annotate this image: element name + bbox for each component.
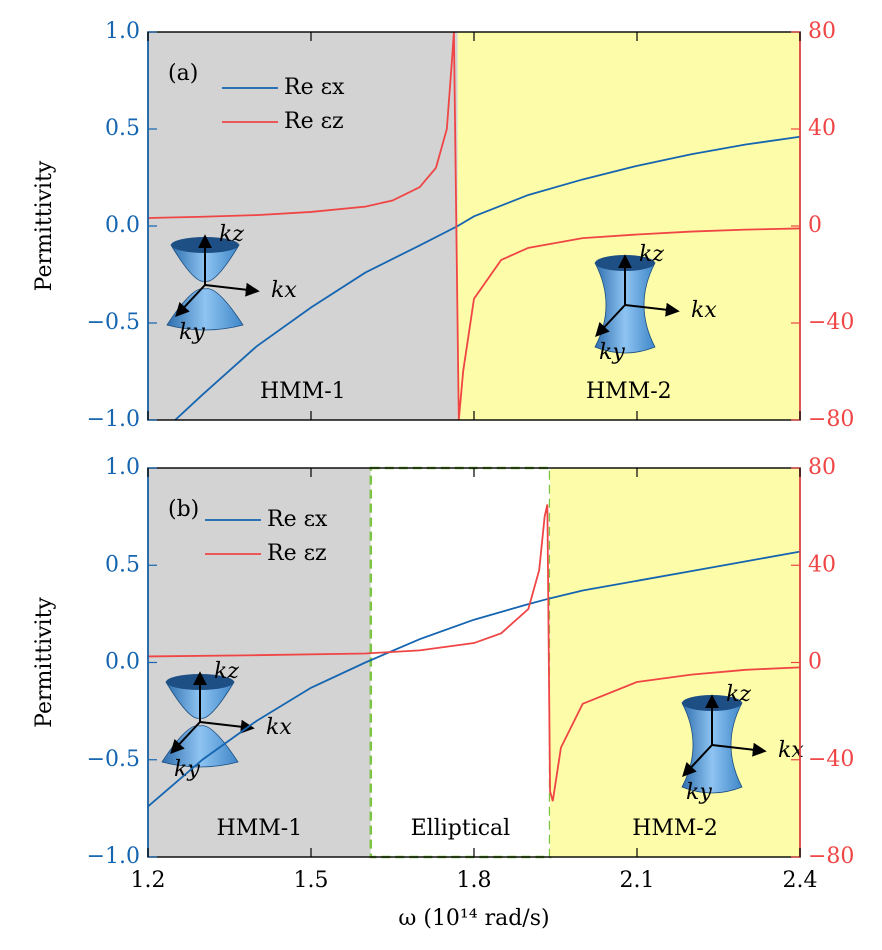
x-axis-label: ω (10¹⁴ rad/s)	[398, 906, 549, 931]
y2-tick-label: 40	[808, 552, 836, 577]
y-tick-label: 0.0	[105, 213, 140, 238]
plot-lines	[148, 32, 800, 420]
y2-tick-label: 40	[808, 116, 836, 141]
y-tick-label: 1.0	[105, 19, 140, 44]
inset: kz kx ky	[161, 659, 292, 782]
series-line	[148, 504, 800, 802]
series-line	[148, 32, 800, 420]
region-label: HMM-1	[217, 816, 303, 841]
x-tick-label: 1.2	[131, 868, 166, 893]
y2-tick-label: −80	[808, 407, 854, 432]
inset-axis-label: ky	[599, 340, 625, 365]
y2-tick-label: 0	[808, 650, 822, 675]
inset-axis-label: kx	[266, 715, 292, 740]
x-tick-label: 1.8	[457, 868, 492, 893]
region	[550, 468, 800, 857]
y2-tick-label: −40	[808, 747, 854, 772]
legend-label: Re εz	[284, 109, 344, 134]
y-tick-label: −0.5	[87, 747, 140, 772]
x-tick-label: 2.4	[783, 868, 818, 893]
inset-axis-label: kz	[726, 682, 751, 707]
region-label: Elliptical	[411, 816, 511, 841]
y-axis-label: Permittivity	[32, 160, 57, 291]
legend-label: Re εx	[267, 507, 328, 532]
inset-axis	[175, 284, 206, 318]
inset-axis-label: ky	[179, 320, 205, 345]
region-label: HMM-2	[632, 816, 718, 841]
region-label: HMM-1	[260, 379, 346, 404]
y-axis-label: Permittivity	[32, 597, 57, 728]
inset-axis-label: kx	[691, 298, 717, 323]
inset-axis	[595, 304, 626, 338]
inset-axis	[711, 742, 767, 757]
inset-surface	[161, 725, 239, 768]
y-tick-label: 0.5	[105, 552, 140, 577]
inset-axis-label: kx	[271, 278, 297, 303]
x-tick-label: 2.1	[620, 868, 655, 893]
panel-label: (a)	[168, 61, 198, 86]
inset: kz kx ky	[166, 222, 297, 345]
panel-label: (b)	[168, 497, 199, 522]
inset-axis	[682, 744, 713, 778]
inset: kz kx ky	[594, 242, 717, 365]
inset-axis	[199, 719, 255, 734]
y2-tick-label: 80	[808, 455, 836, 480]
region	[369, 466, 552, 859]
y2-tick-label: 80	[808, 19, 836, 44]
legend-label: Re εz	[267, 541, 327, 566]
y-tick-label: 0.0	[105, 650, 140, 675]
y-tick-label: −1.0	[87, 407, 140, 432]
y-tick-label: 1.0	[105, 455, 140, 480]
inset-axis-label: kz	[639, 242, 664, 267]
inset-surface	[681, 702, 743, 794]
region	[148, 468, 371, 857]
region-label: HMM-2	[586, 379, 672, 404]
inset-axis	[170, 721, 201, 755]
y-tick-label: 0.5	[105, 116, 140, 141]
x-tick-label: 1.5	[294, 868, 329, 893]
inset-axis-label: kz	[219, 222, 244, 247]
region	[457, 32, 800, 420]
y2-tick-label: −80	[808, 844, 854, 869]
inset-surface	[594, 262, 656, 354]
inset-axis	[624, 302, 680, 317]
inset-axis-label: ky	[174, 757, 200, 782]
y-tick-label: −0.5	[87, 310, 140, 335]
inset-axis	[204, 282, 260, 297]
plot-lines	[148, 504, 800, 808]
legend-label: Re εx	[284, 75, 345, 100]
series-line	[148, 550, 800, 808]
y2-tick-label: −40	[808, 310, 854, 335]
inset-axis-label: ky	[686, 780, 712, 805]
y2-tick-label: 0	[808, 213, 822, 238]
inset-axis-label: kz	[214, 659, 239, 684]
y-tick-label: −1.0	[87, 844, 140, 869]
series-line	[174, 135, 800, 420]
inset-surface	[166, 288, 244, 331]
region	[148, 32, 458, 420]
